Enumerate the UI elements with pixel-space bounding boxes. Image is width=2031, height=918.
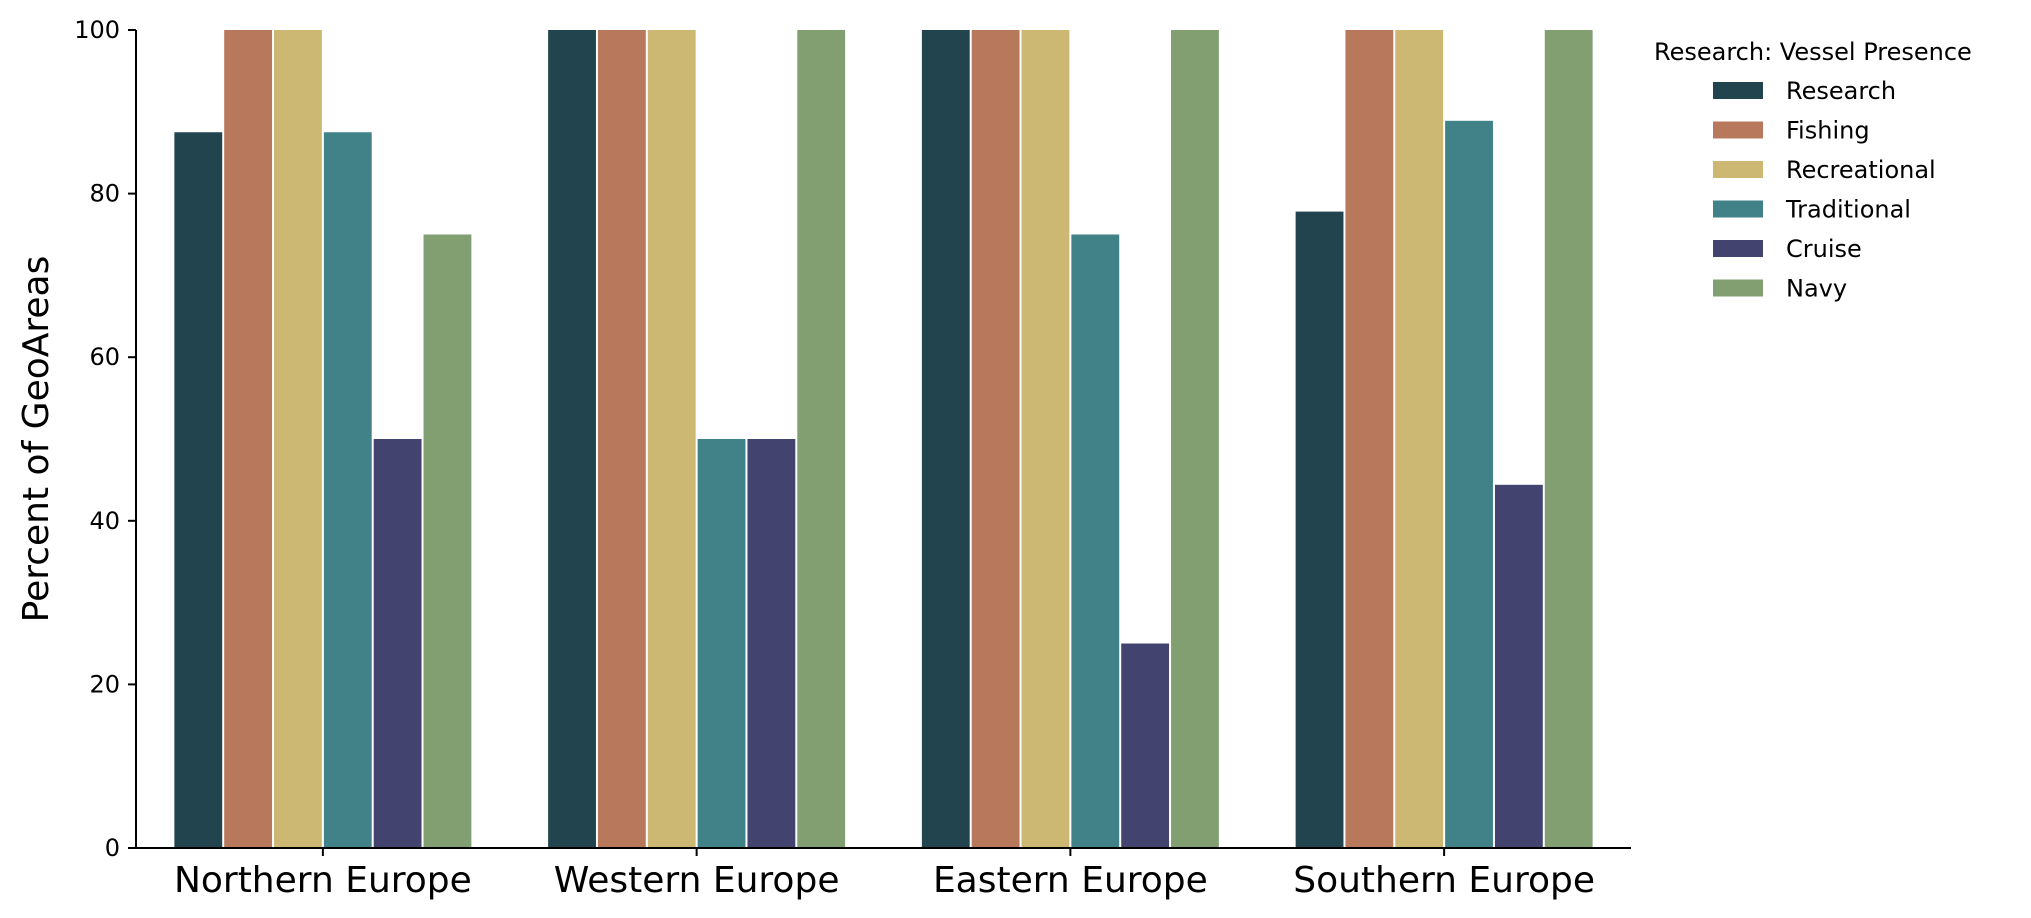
- bar-fishing-eastern-europe: [971, 30, 1020, 848]
- bar-recreational-eastern-europe: [1021, 30, 1070, 848]
- y-tick-label: 60: [89, 343, 120, 371]
- bar-fishing-southern-europe: [1345, 30, 1394, 848]
- legend-label-navy: Navy: [1786, 275, 1847, 303]
- bar-traditional-western-europe: [697, 439, 746, 848]
- axes-layer: 0 20 40 60 80 100 Northern Europe Western Euro…: [74, 16, 1631, 901]
- bar-research-eastern-europe: [921, 30, 970, 848]
- bar-research-southern-europe: [1295, 211, 1344, 848]
- y-axis-title: Percent of GeoAreas: [16, 256, 57, 623]
- y-tick-label: 100: [74, 16, 120, 44]
- bar-navy-eastern-europe: [1171, 30, 1219, 848]
- x-category-label: Eastern Europe: [933, 860, 1208, 901]
- legend-label-research: Research: [1786, 77, 1896, 105]
- legend-swatch-fishing: [1713, 121, 1763, 139]
- bar-cruise-northern-europe: [373, 439, 422, 848]
- legend-title: Research: Vessel Presence: [1654, 38, 1972, 66]
- x-ticks: Northern Europe Western Europe Eastern Eur…: [174, 848, 1595, 901]
- bar-navy-southern-europe: [1544, 30, 1593, 848]
- bar-navy-northern-europe: [423, 234, 472, 848]
- bar-cruise-eastern-europe: [1121, 643, 1170, 848]
- bar-cruise-southern-europe: [1494, 484, 1543, 848]
- bar-research-western-europe: [548, 30, 596, 848]
- legend-items: Research Fishing Recreational Traditional Cr…: [1713, 77, 1936, 303]
- y-tick-label: 80: [89, 180, 120, 208]
- legend-swatch-recreational: [1713, 161, 1763, 178]
- legend-label-recreational: Recreational: [1786, 156, 1936, 184]
- y-tick-label: 20: [89, 670, 120, 698]
- x-category-label: Western Europe: [554, 860, 840, 901]
- bar-research-northern-europe: [174, 132, 223, 848]
- bar-cruise-western-europe: [747, 439, 796, 848]
- legend-label-traditional: Traditional: [1785, 196, 1911, 224]
- y-ticks: 0 20 40 60 80 100: [74, 16, 136, 862]
- legend-label-fishing: Fishing: [1786, 117, 1870, 145]
- bar-recreational-southern-europe: [1395, 30, 1444, 848]
- y-tick-label: 0: [105, 834, 120, 862]
- bar-fishing-northern-europe: [224, 30, 273, 848]
- legend-label-cruise: Cruise: [1786, 235, 1862, 263]
- legend-swatch-cruise: [1713, 240, 1763, 257]
- legend: Research: Vessel Presence Research Fishin…: [1654, 38, 1972, 303]
- bar-traditional-northern-europe: [323, 132, 372, 848]
- x-category-label: Northern Europe: [174, 860, 472, 901]
- y-tick-label: 40: [89, 507, 120, 535]
- x-category-label: Southern Europe: [1293, 860, 1595, 901]
- legend-swatch-research: [1713, 82, 1763, 99]
- legend-swatch-traditional: [1713, 200, 1763, 218]
- bar-recreational-western-europe: [647, 30, 696, 848]
- bar-recreational-northern-europe: [274, 30, 322, 848]
- bar-fishing-western-europe: [597, 30, 646, 848]
- bar-traditional-southern-europe: [1445, 120, 1493, 849]
- legend-swatch-navy: [1713, 279, 1763, 297]
- bar-traditional-eastern-europe: [1071, 234, 1120, 848]
- bars-layer: [174, 30, 1593, 849]
- bar-navy-western-europe: [797, 30, 846, 848]
